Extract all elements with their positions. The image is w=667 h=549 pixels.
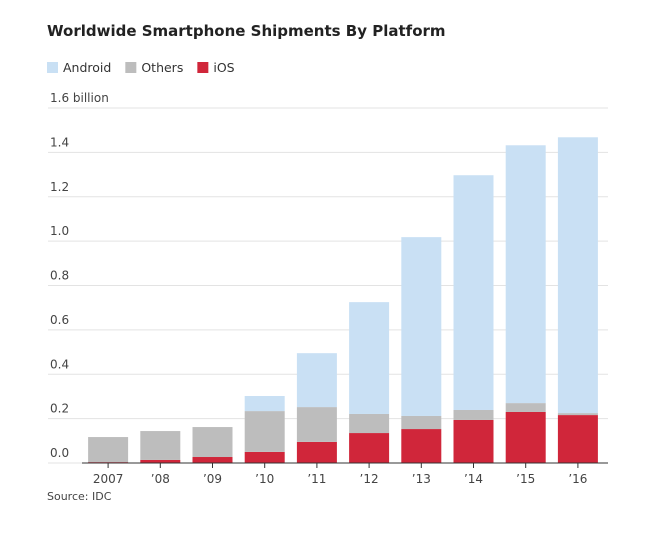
bar-segment [296, 353, 337, 408]
bar-segment [88, 437, 129, 463]
bar-segment [140, 459, 181, 463]
bar-segment [192, 427, 233, 458]
y-tick-label: 0.8 [50, 269, 69, 283]
bar-segment [244, 395, 285, 412]
bar-segment [453, 175, 494, 410]
x-tick-label: 2007 [93, 472, 124, 486]
bar-segment [349, 433, 390, 463]
bar-segment [140, 431, 181, 460]
bar-segment [244, 411, 285, 452]
legend-label: Android [63, 60, 111, 75]
y-tick-label: 1.2 [50, 180, 69, 194]
y-tick-label: 0.2 [50, 402, 69, 416]
bar-segment [557, 415, 598, 463]
bar-segment [244, 451, 285, 463]
y-tick-label: 1.0 [50, 224, 69, 238]
bar-segment [505, 145, 546, 404]
bar-segment [453, 409, 494, 420]
bar-segment [401, 415, 442, 430]
bar-segment [557, 137, 598, 414]
x-tick-label: ’10 [255, 472, 274, 486]
bar-segment [349, 302, 390, 414]
y-tick-label: 1.4 [50, 135, 69, 149]
bar-segment [505, 403, 546, 412]
legend-label: Others [141, 60, 183, 75]
x-tick-label: ’13 [412, 472, 431, 486]
legend-swatch [47, 62, 58, 73]
y-tick-label: 0.6 [50, 313, 69, 327]
bar-segment [192, 457, 233, 463]
x-tick-label: ’16 [568, 472, 587, 486]
x-tick-label: ’09 [203, 472, 222, 486]
bar-segment [505, 411, 546, 463]
bar-segment [349, 413, 390, 434]
bar-segment [401, 237, 442, 416]
source: Source: IDC [47, 490, 112, 503]
bar-segment [401, 429, 442, 463]
chart-title: Worldwide Smartphone Shipments By Platfo… [47, 22, 446, 40]
x-tick-label: ’12 [360, 472, 379, 486]
x-tick-label: ’11 [307, 472, 326, 486]
legend-label: iOS [213, 60, 234, 75]
y-tick-label: 0.0 [50, 446, 69, 460]
legend-swatch [197, 62, 209, 73]
x-tick-label: ’08 [151, 472, 170, 486]
y-tick-label: 0.4 [50, 357, 69, 371]
x-tick-label: ’14 [464, 472, 483, 486]
bar-segment [557, 413, 598, 416]
y-tick-label: 1.6 billion [50, 91, 109, 105]
bar-segment [296, 407, 337, 442]
bar-segment [296, 441, 337, 463]
x-tick-label: ’15 [516, 472, 535, 486]
legend-swatch [125, 62, 137, 73]
bar-segment [453, 419, 494, 463]
